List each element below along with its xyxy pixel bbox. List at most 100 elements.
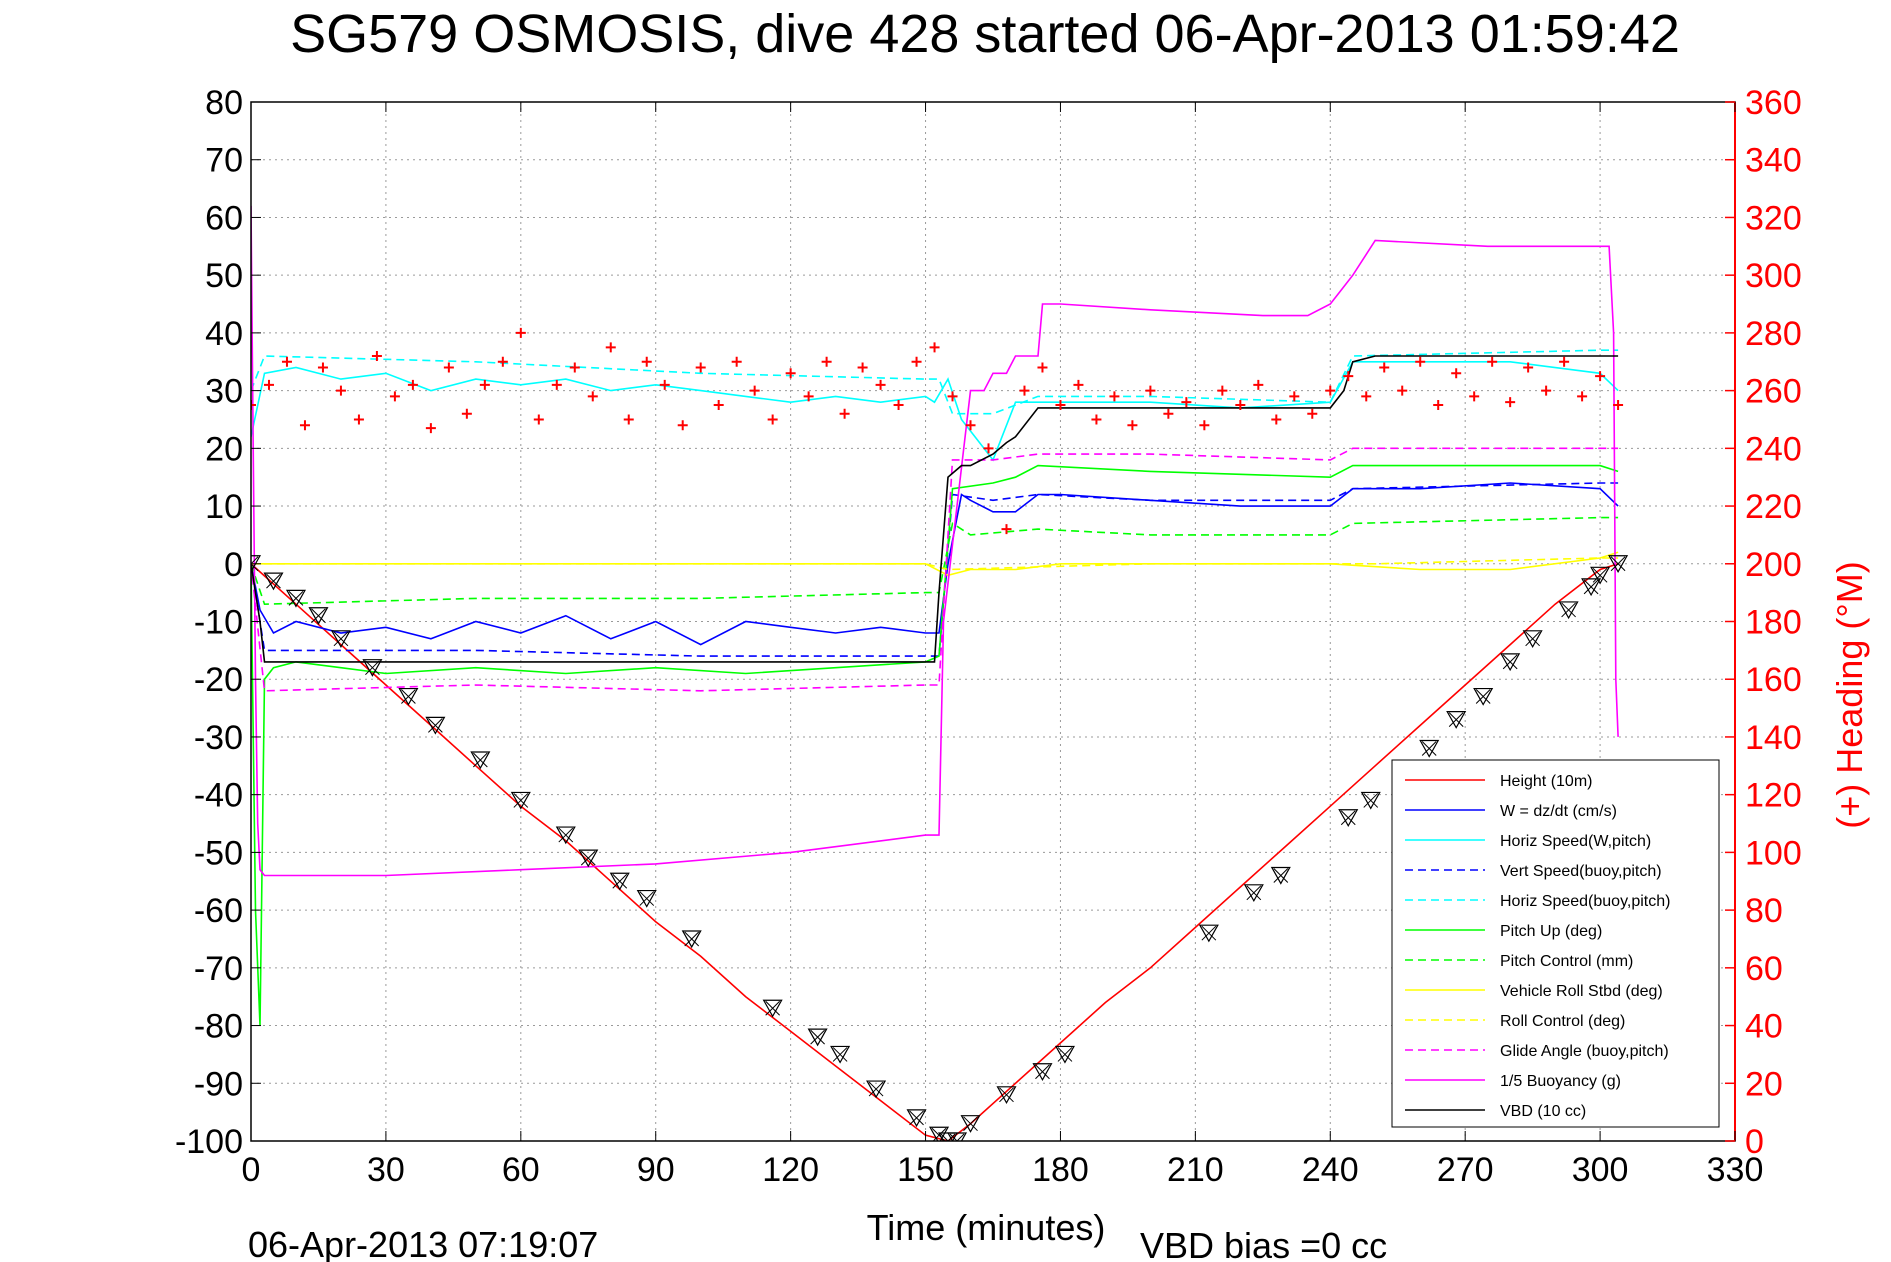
y-tick-label: -100 xyxy=(175,1123,243,1161)
height-marker xyxy=(830,1045,851,1064)
height-marker xyxy=(1243,884,1264,903)
height-marker xyxy=(1608,555,1629,574)
y2-tick-label: 180 xyxy=(1745,604,1802,642)
y2-tick-label: 20 xyxy=(1745,1065,1783,1103)
height-marker xyxy=(996,1086,1017,1105)
legend-entry: Roll Control (deg) xyxy=(1500,1013,1625,1030)
height-marker-cross xyxy=(963,1116,978,1132)
legend-entry: Vehicle Roll Stbd (deg) xyxy=(1500,983,1663,1000)
legend-box xyxy=(1391,759,1720,1128)
series-horiz-speed-buoy-pitch xyxy=(251,349,1619,415)
legend-entry: W = dz/dt (cm/s) xyxy=(1500,803,1617,820)
height-marker xyxy=(929,1126,950,1141)
footer-vbd-bias: VBD bias =0 cc xyxy=(1140,1225,1387,1262)
heading-point xyxy=(857,362,868,373)
legend-entry: VBD (10 cc) xyxy=(1500,1103,1586,1120)
x-tick-label: 90 xyxy=(637,1151,675,1189)
series-layer xyxy=(251,205,1629,1141)
heading-point xyxy=(251,400,256,411)
heading-point xyxy=(515,327,526,338)
heading-point xyxy=(263,379,274,390)
legend-entry: Glide Angle (buoy,pitch) xyxy=(1500,1043,1669,1060)
heading-point xyxy=(767,414,778,425)
height-marker xyxy=(330,630,351,649)
heading-point xyxy=(1253,379,1264,390)
heading-point xyxy=(911,356,922,367)
y2-tick-label: 160 xyxy=(1745,661,1802,699)
y-tick-label: -70 xyxy=(194,950,243,988)
y2-tick-label: 300 xyxy=(1745,257,1802,295)
heading-point xyxy=(461,408,472,419)
y-tick-label: 50 xyxy=(205,257,243,295)
heading-point xyxy=(587,391,598,402)
y2-axis-ticks: 0 20 40 60 80 100 120 140 160 180 200 220 240 260 280 3… xyxy=(1725,84,1802,1161)
height-marker-cross xyxy=(1592,567,1608,583)
height-marker-cross xyxy=(1340,810,1356,826)
heading-point xyxy=(1325,385,1336,396)
y-tick-label: 0 xyxy=(224,546,243,584)
height-marker-cross xyxy=(1448,712,1464,727)
heading-point xyxy=(713,400,724,411)
height-marker-cross xyxy=(365,660,380,676)
y-tick-label: 60 xyxy=(205,199,243,237)
height-marker-cross xyxy=(765,1000,781,1016)
x-tick-label: 330 xyxy=(1707,1151,1764,1189)
y2-tick-label: 280 xyxy=(1745,315,1802,353)
heading-point xyxy=(1073,379,1084,390)
heading-point xyxy=(1289,391,1300,402)
chart-title: SG579 OSMOSIS, dive 428 started 06-Apr-2… xyxy=(290,4,1680,64)
height-marker-cross xyxy=(333,631,349,647)
heading-point xyxy=(1217,385,1228,396)
series-roll-control-deg xyxy=(251,557,1619,571)
height-marker xyxy=(425,716,446,735)
height-marker-cross xyxy=(999,1087,1014,1103)
heading-point xyxy=(1181,397,1192,408)
height-marker xyxy=(1198,924,1219,943)
heading-point xyxy=(1055,400,1066,411)
y2-tick-label: 320 xyxy=(1745,199,1802,237)
heading-point xyxy=(1127,420,1138,431)
heading-point xyxy=(677,420,688,431)
series-pitch-up-deg xyxy=(251,464,1619,1026)
y-tick-label: 10 xyxy=(205,488,243,526)
heading-point xyxy=(551,379,562,390)
heading-point xyxy=(983,443,994,454)
height-marker-cross xyxy=(1273,868,1289,883)
heading-point xyxy=(1541,385,1552,396)
height-marker xyxy=(1473,687,1494,706)
y-tick-label: -50 xyxy=(194,834,243,872)
heading-point xyxy=(1433,400,1444,411)
height-marker-cross xyxy=(1035,1064,1050,1080)
y-tick-label: 80 xyxy=(205,84,243,122)
heading-point xyxy=(785,368,796,379)
x-axis-label: Time (minutes) xyxy=(867,1207,1106,1248)
heading-point xyxy=(1487,356,1498,367)
height-marker-cross xyxy=(1583,579,1599,595)
heading-point xyxy=(1235,400,1246,411)
heading-point xyxy=(623,414,634,425)
height-marker xyxy=(510,791,531,810)
height-marker xyxy=(681,930,702,949)
height-marker xyxy=(1446,711,1467,729)
x-tick-label: 120 xyxy=(762,1151,819,1189)
height-marker xyxy=(362,659,383,677)
heading-point xyxy=(1019,385,1030,396)
height-marker-cross xyxy=(251,556,259,572)
heading-point xyxy=(479,379,490,390)
heading-point xyxy=(1037,362,1048,373)
legend: Height (10m) W = dz/dt (cm/s) Horiz Speed(… xyxy=(1391,759,1720,1128)
legend-entry: Horiz Speed(buoy,pitch) xyxy=(1500,893,1670,910)
heading-point xyxy=(1145,385,1156,396)
height-marker xyxy=(308,607,329,625)
heading-point xyxy=(1001,524,1012,535)
height-marker-cross xyxy=(1502,654,1518,670)
heading-point xyxy=(1343,371,1354,382)
heading-point xyxy=(335,385,346,396)
heading-point xyxy=(317,362,328,373)
height-marker-cross xyxy=(1057,1047,1073,1062)
height-marker xyxy=(960,1115,981,1133)
series-height-markers xyxy=(251,555,1629,1141)
series-1-5-buoyancy-g xyxy=(251,205,1619,877)
y-tick-label: -10 xyxy=(194,604,243,642)
height-marker-cross xyxy=(401,689,416,704)
